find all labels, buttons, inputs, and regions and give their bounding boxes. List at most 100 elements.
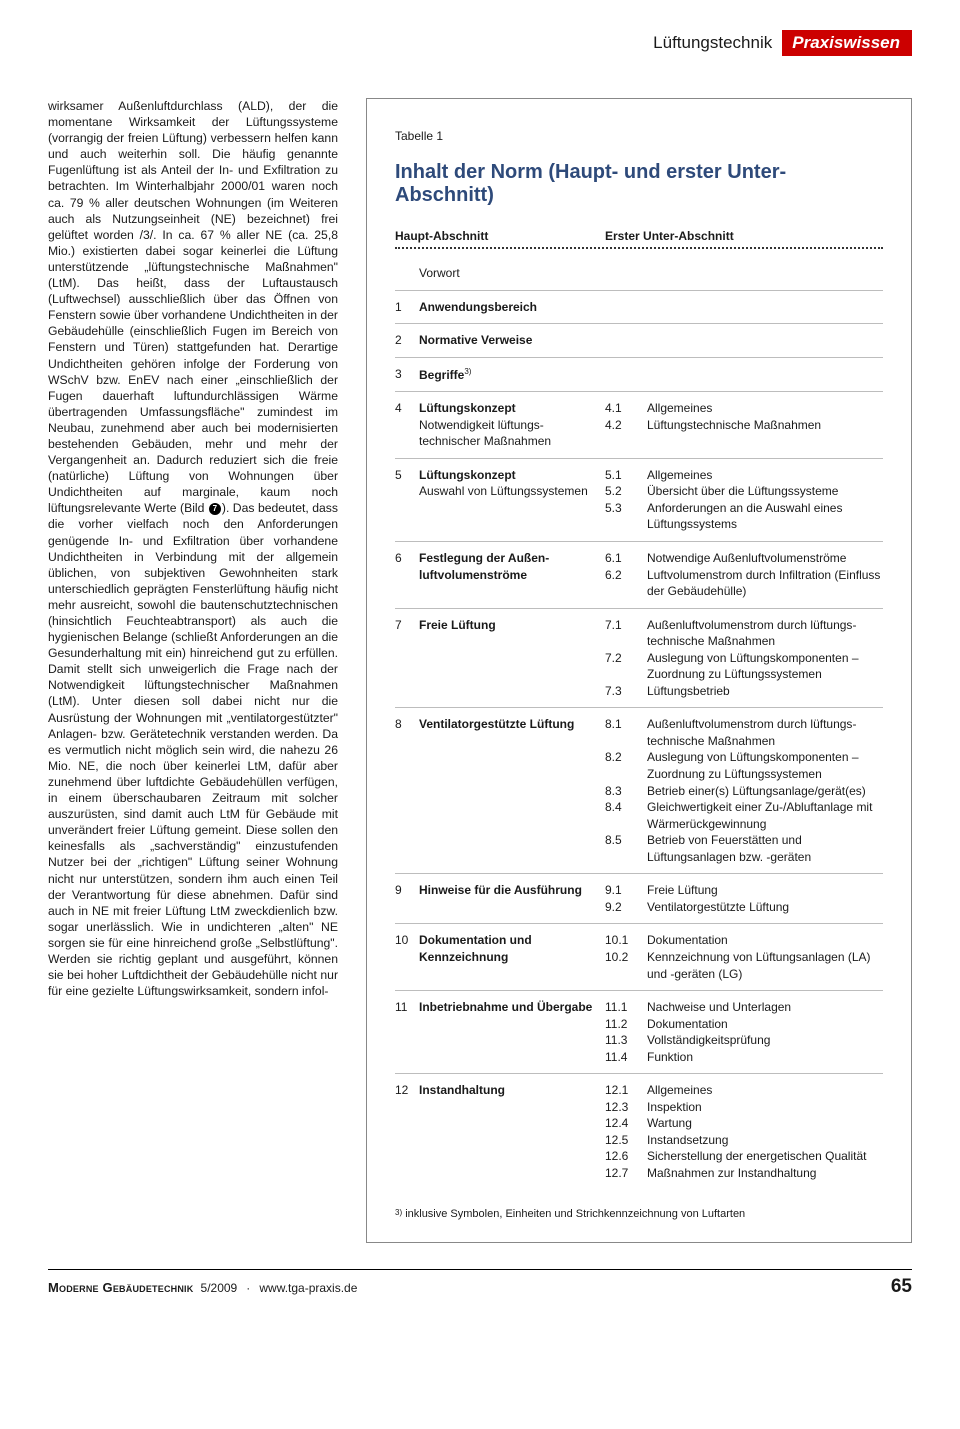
- sub-row: 11.3Vollständigkeitsprüfung: [605, 1032, 883, 1049]
- sub-number: 12.6: [605, 1148, 647, 1165]
- table-row: 12Instandhaltung12.1Allgemeines12.3Inspe…: [395, 1074, 883, 1189]
- sub-row: 12.6Sicherstellung der energetischen Qua…: [605, 1148, 883, 1165]
- sub-text: Außenluftvolumenstrom durch lüftungs­tec…: [647, 617, 883, 650]
- section-main: Vorwort: [419, 265, 605, 282]
- section-subs: 6.1Notwendige Außenluftvolumenströme6.2L…: [605, 550, 883, 600]
- table-row: 11Inbetriebnahme und Übergabe11.1Nachwei…: [395, 991, 883, 1074]
- sub-number: 6.1: [605, 550, 647, 567]
- section-main: Anwendungsbereich: [419, 299, 605, 316]
- sub-number: 11.1: [605, 999, 647, 1016]
- sub-row: 5.3Anforderungen an die Auswahl eines Lü…: [605, 500, 883, 533]
- footnote-mark: 3): [395, 1208, 402, 1217]
- section-number: 8: [395, 716, 419, 865]
- sub-row: 4.2Lüftungstechnische Maßnahmen: [605, 417, 883, 434]
- sub-row: 10.2Kennzeichnung von Lüftungsanlagen (L…: [605, 949, 883, 982]
- sub-row: 10.1Dokumentation: [605, 932, 883, 949]
- sub-text: Kennzeichnung von Lüftungsanlagen (LA) u…: [647, 949, 883, 982]
- sub-row: 8.1Außenluftvolumenstrom durch lüftungs­…: [605, 716, 883, 749]
- page-number: 65: [891, 1276, 912, 1298]
- sub-number: 9.2: [605, 899, 647, 916]
- sub-number: 12.3: [605, 1099, 647, 1116]
- sub-text: Ventilatorgestützte Lüftung: [647, 899, 883, 916]
- sub-number: 8.3: [605, 783, 647, 800]
- sub-text: Dokumentation: [647, 932, 883, 949]
- sub-row: 11.1Nachweise und Unterlagen: [605, 999, 883, 1016]
- sub-row: 9.1Freie Lüftung: [605, 882, 883, 899]
- sub-number: 11.3: [605, 1032, 647, 1049]
- section-subs: 8.1Außenluftvolumenstrom durch lüftungs­…: [605, 716, 883, 865]
- header-badge: Praxiswissen: [782, 30, 912, 56]
- sub-text: Übersicht über die Lüftungssysteme: [647, 483, 883, 500]
- sub-text: Luftvolumenstrom durch Infiltration (Ein…: [647, 567, 883, 600]
- section-number: 3: [395, 366, 419, 384]
- sub-number: 4.2: [605, 417, 647, 434]
- table-row: 7Freie Lüftung7.1Außenluftvolumenstrom d…: [395, 609, 883, 709]
- section-main: Instandhaltung: [419, 1082, 605, 1181]
- sub-row: 11.2Dokumentation: [605, 1016, 883, 1033]
- section-number: 5: [395, 467, 419, 533]
- magazine-name: Moderne Gebäudetechnik: [48, 1280, 193, 1295]
- section-main: LüftungskonzeptAuswahl von Lüftungssyste…: [419, 467, 605, 533]
- table-header-row: Haupt-Abschnitt Erster Unter-Abschnitt: [395, 229, 883, 243]
- table-row: 4LüftungskonzeptNotwendigkeit lüftungs­t…: [395, 392, 883, 459]
- sub-row: 12.4Wartung: [605, 1115, 883, 1132]
- table-row: Vorwort: [395, 257, 883, 291]
- footer-site: www.tga-praxis.de: [259, 1281, 357, 1295]
- sub-row: 6.2Luftvolumenstrom durch Infiltration (…: [605, 567, 883, 600]
- sub-number: 4.1: [605, 400, 647, 417]
- sub-number: 7.3: [605, 683, 647, 700]
- sub-number: 5.1: [605, 467, 647, 484]
- sub-text: Maßnahmen zur Instandhaltung: [647, 1165, 883, 1182]
- sub-text: Auslegung von Lüftungskomponenten – Zuor…: [647, 650, 883, 683]
- sub-row: 12.5Instandsetzung: [605, 1132, 883, 1149]
- table-row: 6Festlegung der Außen­luftvolumenströme6…: [395, 542, 883, 609]
- sub-row: 8.2Auslegung von Lüftungskomponenten – Z…: [605, 749, 883, 782]
- sub-number: 8.1: [605, 716, 647, 749]
- section-subs: 4.1Allgemeines4.2Lüftungstechnische Maßn…: [605, 400, 883, 450]
- sub-text: Inspektion: [647, 1099, 883, 1116]
- sub-number: 10.1: [605, 932, 647, 949]
- table-row: 3Begriffe3): [395, 358, 883, 393]
- sub-number: 7.1: [605, 617, 647, 650]
- sub-row: 5.2Übersicht über die Lüftungssysteme: [605, 483, 883, 500]
- section-main: Festlegung der Außen­luftvolumenströme: [419, 550, 605, 600]
- table-row: 2Normative Verweise: [395, 324, 883, 358]
- page-header: Lüftungstechnik Praxiswissen: [48, 30, 912, 56]
- sub-text: Funktion: [647, 1049, 883, 1066]
- section-subs: 12.1Allgemeines12.3Inspektion12.4Wartung…: [605, 1082, 883, 1181]
- section-subs: [605, 265, 883, 282]
- sub-text: Betrieb von Feuerstätten und Lüftungsanl…: [647, 832, 883, 865]
- section-subs: 10.1Dokumentation10.2Kennzeichnung von L…: [605, 932, 883, 982]
- section-number: 11: [395, 999, 419, 1065]
- sub-row: 11.4Funktion: [605, 1049, 883, 1066]
- sub-row: 12.1Allgemeines: [605, 1082, 883, 1099]
- sub-text: Betrieb einer(s) Lüftungsanlage/gerät(es…: [647, 783, 883, 800]
- footnote-text: inklusive Symbolen, Einheiten und Strich…: [405, 1208, 745, 1220]
- sub-text: Notwendige Außenluftvolumenströme: [647, 550, 883, 567]
- sub-number: 11.4: [605, 1049, 647, 1066]
- section-main: Begriffe3): [419, 366, 605, 384]
- table-head-2: Erster Unter-Abschnitt: [605, 229, 883, 243]
- section-subs: 11.1Nachweise und Unterlagen11.2Dokument…: [605, 999, 883, 1065]
- section-number: [395, 265, 419, 282]
- sub-text: Außenluftvolumenstrom durch lüftungs­tec…: [647, 716, 883, 749]
- sub-number: 8.2: [605, 749, 647, 782]
- sub-row: 8.5Betrieb von Feuerstätten und Lüftungs…: [605, 832, 883, 865]
- section-number: 6: [395, 550, 419, 600]
- sub-text: Auslegung von Lüftungskomponenten – Zuor…: [647, 749, 883, 782]
- section-main: Dokumentation und Kennzeichnung: [419, 932, 605, 982]
- sub-text: Allgemeines: [647, 467, 883, 484]
- sub-number: 12.7: [605, 1165, 647, 1182]
- sub-number: 12.4: [605, 1115, 647, 1132]
- section-subs: 9.1Freie Lüftung9.2Ventilatorgestützte L…: [605, 882, 883, 915]
- sub-row: 4.1Allgemeines: [605, 400, 883, 417]
- figure-ref-icon: 7: [209, 503, 221, 515]
- page-footer: Moderne Gebäudetechnik 5/2009 · www.tga-…: [48, 1269, 912, 1298]
- sub-row: 9.2Ventilatorgestützte Lüftung: [605, 899, 883, 916]
- header-category: Lüftungstechnik: [653, 33, 772, 53]
- sub-number: 12.5: [605, 1132, 647, 1149]
- section-number: 7: [395, 617, 419, 700]
- sub-row: 8.3Betrieb einer(s) Lüftungsanlage/gerät…: [605, 783, 883, 800]
- sub-text: Sicherstellung der energetischen Qualitä…: [647, 1148, 883, 1165]
- sub-row: 6.1Notwendige Außenluftvolumenströme: [605, 550, 883, 567]
